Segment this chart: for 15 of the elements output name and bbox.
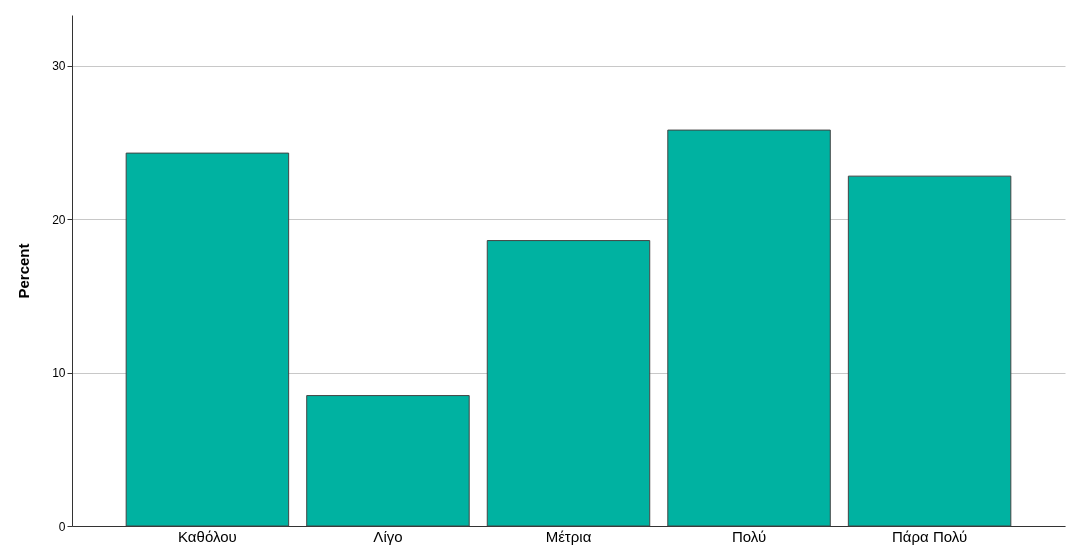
bar: [847, 175, 1012, 527]
y-tick-label: 10: [52, 366, 66, 381]
x-tick-label: Πάρα Πολύ: [892, 527, 968, 545]
x-tick-label: Λίγο: [373, 527, 403, 545]
bar: [125, 152, 290, 527]
bar: [486, 240, 651, 527]
y-axis-title: Percent: [15, 243, 33, 299]
y-tick-label: 0: [58, 519, 66, 534]
y-tick-label: 30: [52, 59, 66, 74]
x-tick-label: Καθόλου: [178, 527, 237, 545]
x-tick-label: Πολύ: [731, 527, 767, 545]
x-tick-label: Μέτρια: [545, 527, 592, 545]
bar: [306, 395, 470, 527]
y-tick-label: 20: [52, 212, 66, 227]
bar: [667, 129, 831, 527]
